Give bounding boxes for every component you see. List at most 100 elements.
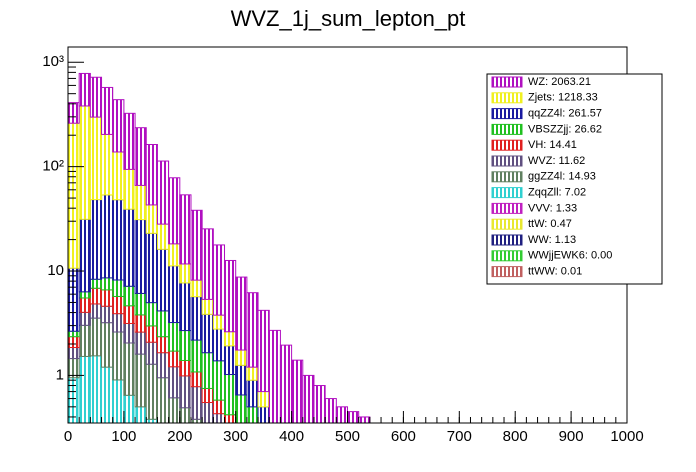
legend-swatch — [491, 108, 523, 120]
y-tick-label: 10² — [42, 158, 64, 175]
bar-segment — [78, 72, 91, 107]
bar-segment — [145, 341, 158, 365]
bar-segment — [246, 379, 259, 408]
legend-swatch — [491, 218, 523, 230]
bar-segment — [235, 349, 248, 366]
bar-segment — [89, 287, 103, 305]
bar-segment — [168, 397, 181, 424]
bar-segment — [212, 399, 226, 415]
legend-swatch — [491, 92, 523, 104]
legend-label: VH: 14.41 — [528, 139, 577, 151]
legend-swatch — [491, 234, 523, 246]
bar-segment — [168, 350, 181, 368]
bar-segment — [67, 267, 80, 332]
bar-segment — [179, 407, 192, 424]
bar-segment — [201, 387, 214, 404]
bar-segment — [190, 279, 203, 298]
bar-segment — [78, 297, 91, 313]
bar-segment — [123, 394, 136, 424]
bar-segment — [123, 285, 136, 307]
bars — [67, 72, 371, 424]
bar-segment — [291, 359, 304, 424]
bar-segment — [78, 218, 91, 293]
bar-segment — [112, 279, 125, 297]
legend-label: ttW: 0.47 — [528, 218, 572, 230]
bar-segment — [67, 347, 80, 360]
bar-segment — [156, 223, 170, 250]
legend-swatch — [491, 266, 523, 278]
bar-segment — [67, 102, 80, 124]
bar-segment — [123, 322, 136, 344]
bar-segment — [224, 345, 237, 376]
bar-segment — [89, 116, 103, 201]
bar-segment — [179, 263, 192, 284]
bar-segment — [112, 151, 125, 201]
bar-segment — [235, 276, 248, 351]
bar-segment — [190, 371, 203, 388]
x-tick-label: 400 — [279, 428, 304, 445]
bar-segment — [156, 160, 170, 225]
bar-segment — [201, 402, 214, 424]
x-tick-label: 0 — [64, 428, 72, 445]
bar-segment — [134, 219, 147, 294]
legend-label: VVV: 1.33 — [528, 202, 577, 214]
bar-segment — [224, 259, 237, 333]
bar-segment — [89, 199, 103, 280]
legend-swatch — [491, 187, 523, 199]
bar-segment — [101, 305, 114, 324]
x-tick-label: 100 — [111, 428, 136, 445]
x-tick-label: 300 — [223, 428, 248, 445]
bar-segment — [168, 243, 181, 267]
bar-segment — [112, 99, 125, 153]
bar-segment — [168, 265, 181, 324]
y-tick-label: 1 — [56, 366, 64, 383]
bar-segment — [134, 314, 147, 333]
bar-segment — [112, 199, 125, 281]
legend-label: ZqqZll: 7.02 — [528, 187, 586, 199]
bar-segment — [134, 353, 147, 408]
legend-label: WZ: 2063.21 — [528, 76, 591, 88]
bar-segment — [190, 339, 203, 373]
bar-segment — [212, 328, 226, 362]
bar-segment — [145, 418, 158, 424]
legend-label: WWjjEWK6: 0.00 — [528, 250, 612, 262]
bar-segment — [145, 204, 158, 234]
bar-segment — [246, 406, 259, 424]
bar-segment — [212, 314, 226, 330]
bar-segment — [201, 352, 214, 389]
bar-segment — [168, 322, 181, 352]
bar-segment — [224, 374, 237, 416]
bar-segment — [134, 406, 147, 424]
x-tick-label: 600 — [391, 428, 416, 445]
bar-segment — [101, 86, 114, 135]
legend-label: Zjets: 1218.33 — [528, 92, 598, 104]
bar-segment — [145, 143, 158, 206]
bar-segment — [179, 194, 192, 265]
bar-segment — [89, 76, 103, 118]
legend-label: WVZ: 11.62 — [528, 155, 585, 167]
bar-segment — [89, 317, 103, 357]
bar-segment — [145, 302, 158, 327]
x-tick-label: 700 — [447, 428, 472, 445]
bar-segment — [67, 122, 80, 269]
bar-segment — [246, 292, 259, 368]
bar-segment — [156, 336, 170, 354]
bar-segment — [179, 375, 192, 409]
bar-segment — [257, 406, 270, 424]
bar-segment — [168, 366, 181, 399]
bar-segment — [235, 364, 248, 396]
bar-segment — [190, 418, 203, 424]
legend-swatch — [491, 171, 523, 183]
bar-segment — [268, 329, 281, 424]
bar-segment — [67, 336, 80, 349]
bar-segment — [279, 344, 293, 424]
bar-segment — [67, 330, 80, 338]
bar-segment — [302, 374, 315, 424]
bar-segment — [67, 377, 80, 424]
bar-segment — [179, 359, 192, 377]
bar-segment — [101, 277, 114, 291]
bar-segment — [145, 325, 158, 343]
bar-segment — [101, 133, 114, 196]
bar-segment — [78, 324, 91, 357]
